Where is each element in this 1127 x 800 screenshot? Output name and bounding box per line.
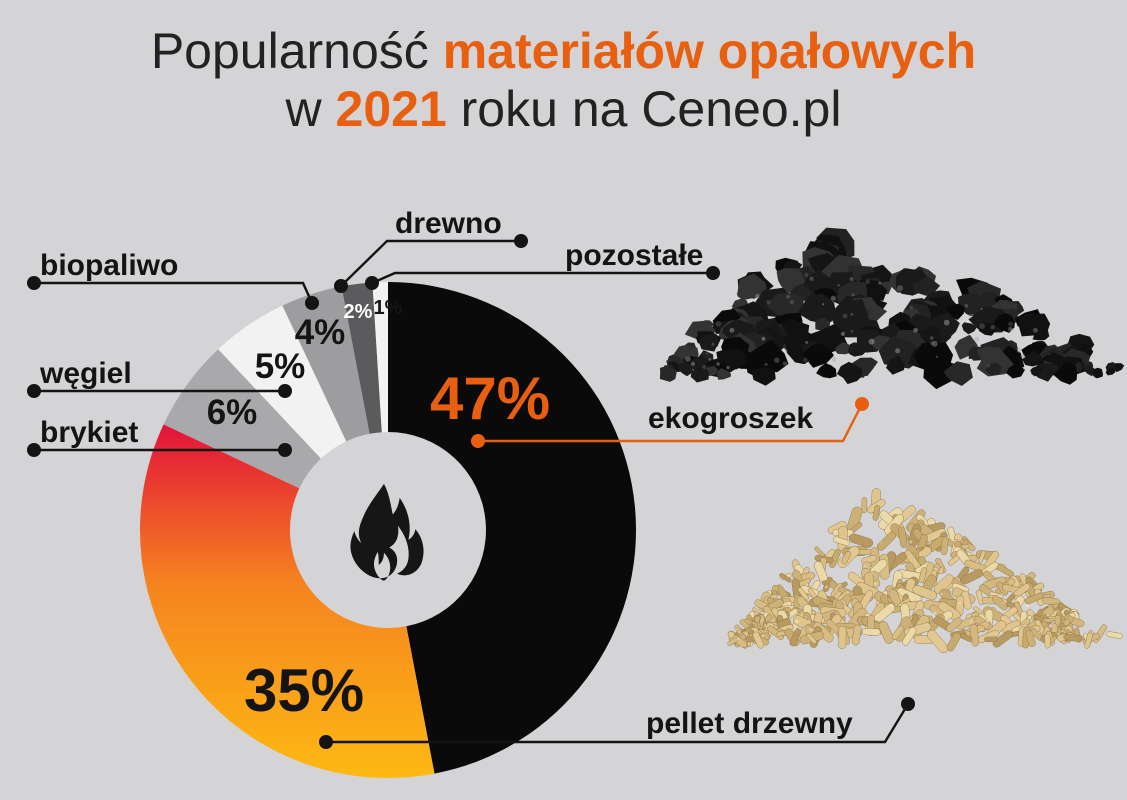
svg-text:ekogroszek: ekogroszek <box>648 402 813 435</box>
svg-text:1%: 1% <box>374 297 403 319</box>
svg-text:6%: 6% <box>207 393 258 432</box>
svg-text:5%: 5% <box>255 347 306 386</box>
svg-text:35%: 35% <box>244 657 364 724</box>
svg-text:2%: 2% <box>344 301 373 323</box>
svg-text:brykiet: brykiet <box>40 416 138 449</box>
svg-text:drewno: drewno <box>395 207 502 240</box>
svg-text:węgiel: węgiel <box>39 357 132 390</box>
svg-text:biopaliwo: biopaliwo <box>40 249 178 282</box>
svg-text:47%: 47% <box>430 365 550 432</box>
svg-text:4%: 4% <box>295 313 346 352</box>
svg-text:pellet drzewny: pellet drzewny <box>646 707 853 740</box>
svg-text:pozostałe: pozostałe <box>565 239 703 272</box>
